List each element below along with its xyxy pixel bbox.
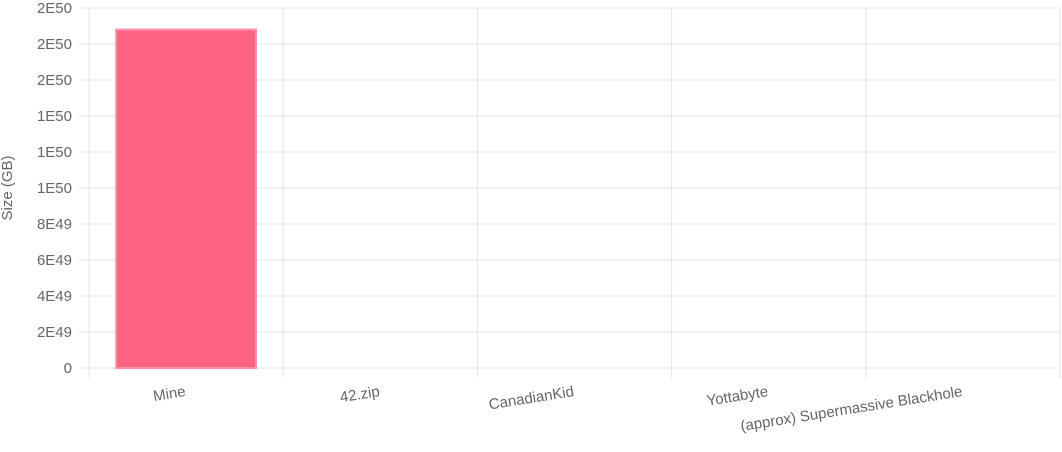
x-tick-label: (approx) Supermassive Blackhole (739, 383, 963, 435)
y-tick-label: 2E50 (37, 72, 72, 89)
y-tick-label: 2E49 (37, 324, 72, 341)
y-tick-label: 4E49 (37, 288, 72, 305)
x-tick-label: Mine (152, 383, 187, 405)
y-tick-label: 2E50 (37, 0, 72, 17)
y-tick-label: 1E50 (37, 108, 72, 125)
y-tick-label: 6E49 (37, 252, 72, 269)
bar (115, 28, 258, 369)
y-tick-label: 8E49 (37, 216, 72, 233)
y-tick-label: 0 (64, 360, 72, 377)
x-tick-label: Yottabyte (705, 383, 769, 409)
x-tick-label: CanadianKid (488, 383, 576, 413)
y-axis-title: Size (GB) (0, 155, 16, 220)
x-tick-label: 42.zip (339, 383, 381, 406)
y-tick-label: 2E50 (37, 36, 72, 53)
y-tick-label: 1E50 (37, 144, 72, 161)
y-tick-label: 1E50 (37, 180, 72, 197)
